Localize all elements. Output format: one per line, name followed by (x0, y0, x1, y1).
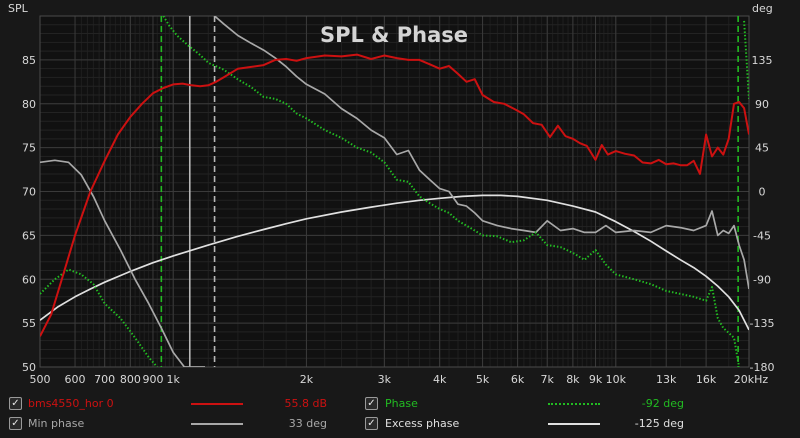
y2-tick-label: -45 (753, 229, 771, 242)
legend-value-min-phase: 33 deg (288, 417, 327, 430)
x-tick-label: 16k (696, 373, 717, 386)
spl-phase-chart: 50 55 60 65 70 75 80 85 -180 -135 -90 -45 0 45 90 135 50… (8, 2, 774, 386)
legend-row-2: ✓ Min phase 33 deg ✓ Excess phase -125 d… (0, 414, 800, 434)
legend-value-phase: -92 deg (641, 397, 684, 410)
legend-label-spl: bms4550_hor 0 (28, 397, 114, 410)
y-tick-label: 75 (22, 142, 36, 155)
legend-checkbox-phase[interactable]: ✓ (365, 397, 378, 410)
spl-series-line (40, 53, 749, 337)
x-tick-label: 1k (167, 373, 181, 386)
y-tick-label: 50 (22, 361, 36, 374)
x-tick-label: 3k (378, 373, 392, 386)
series-layer (40, 16, 749, 367)
grid (39, 15, 750, 368)
legend-line-phase (548, 403, 600, 405)
y-axis-label: SPL (8, 2, 29, 15)
y-tick-label: 60 (22, 273, 36, 286)
x-tick-label: 8k (566, 373, 580, 386)
min-phase-series-line (214, 16, 749, 290)
x-tick-label: 900 (142, 373, 163, 386)
plot-border (39, 15, 750, 368)
legend-label-phase: Phase (385, 397, 418, 410)
x-tick-label: 600 (65, 373, 86, 386)
y2-tick-label: 45 (755, 142, 769, 155)
chart-title: SPL & Phase (320, 23, 468, 47)
excess-phase-series-line (40, 194, 749, 331)
y-tick-label: 65 (22, 229, 36, 242)
legend-checkbox-excess-phase[interactable]: ✓ (365, 417, 378, 430)
legend-line-min-phase (191, 423, 243, 425)
legend-label-excess-phase: Excess phase (385, 417, 460, 430)
legend-line-spl (191, 403, 243, 405)
x-tick-label: 4k (433, 373, 447, 386)
x-tick-label: 700 (94, 373, 115, 386)
y2-tick-label: -90 (753, 273, 771, 286)
y2-tick-label: 0 (759, 186, 766, 199)
phase-series-line (162, 16, 741, 367)
phase-series-line (40, 268, 158, 367)
x-tick-label: 500 (30, 373, 51, 386)
y-tick-label: 55 (22, 317, 36, 330)
x-tick-label: 2k (300, 373, 314, 386)
y-tick-label: 70 (22, 186, 36, 199)
x-tick-label: 6k (511, 373, 525, 386)
y2-tick-label: 135 (752, 54, 773, 67)
x-tick-label: 13k (656, 373, 677, 386)
y-tick-label: 80 (22, 98, 36, 111)
legend-line-excess-phase (548, 423, 600, 425)
legend-value-spl: 55.8 dB (284, 397, 327, 410)
min-phase-series-line (40, 159, 205, 367)
y2-tick-label: -135 (750, 317, 775, 330)
legend-label-min-phase: Min phase (28, 417, 85, 430)
legend: ✓ bms4550_hor 0 55.8 dB ✓ Phase -92 deg … (0, 388, 800, 438)
y2-tick-label: -180 (750, 361, 775, 374)
legend-value-excess-phase: -125 deg (634, 417, 684, 430)
x-tick-label: 800 (120, 373, 141, 386)
y-tick-label: 85 (22, 54, 36, 67)
x-tick-label: 9k (589, 373, 603, 386)
x-tick-label: 7k (541, 373, 555, 386)
legend-checkbox-spl[interactable]: ✓ (9, 397, 22, 410)
y2-axis-label: deg (752, 2, 773, 15)
ticks: 50 55 60 65 70 75 80 85 -180 -135 -90 -45 0 45 90 135 50… (22, 54, 774, 386)
x-tick-label: 10k (606, 373, 627, 386)
legend-checkbox-min-phase[interactable]: ✓ (9, 417, 22, 430)
x-tick-label: 20kHz (734, 373, 769, 386)
y2-tick-label: 90 (755, 98, 769, 111)
legend-row-1: ✓ bms4550_hor 0 55.8 dB ✓ Phase -92 deg (0, 394, 800, 414)
phase-series-line (743, 20, 749, 99)
x-tick-label: 5k (476, 373, 490, 386)
